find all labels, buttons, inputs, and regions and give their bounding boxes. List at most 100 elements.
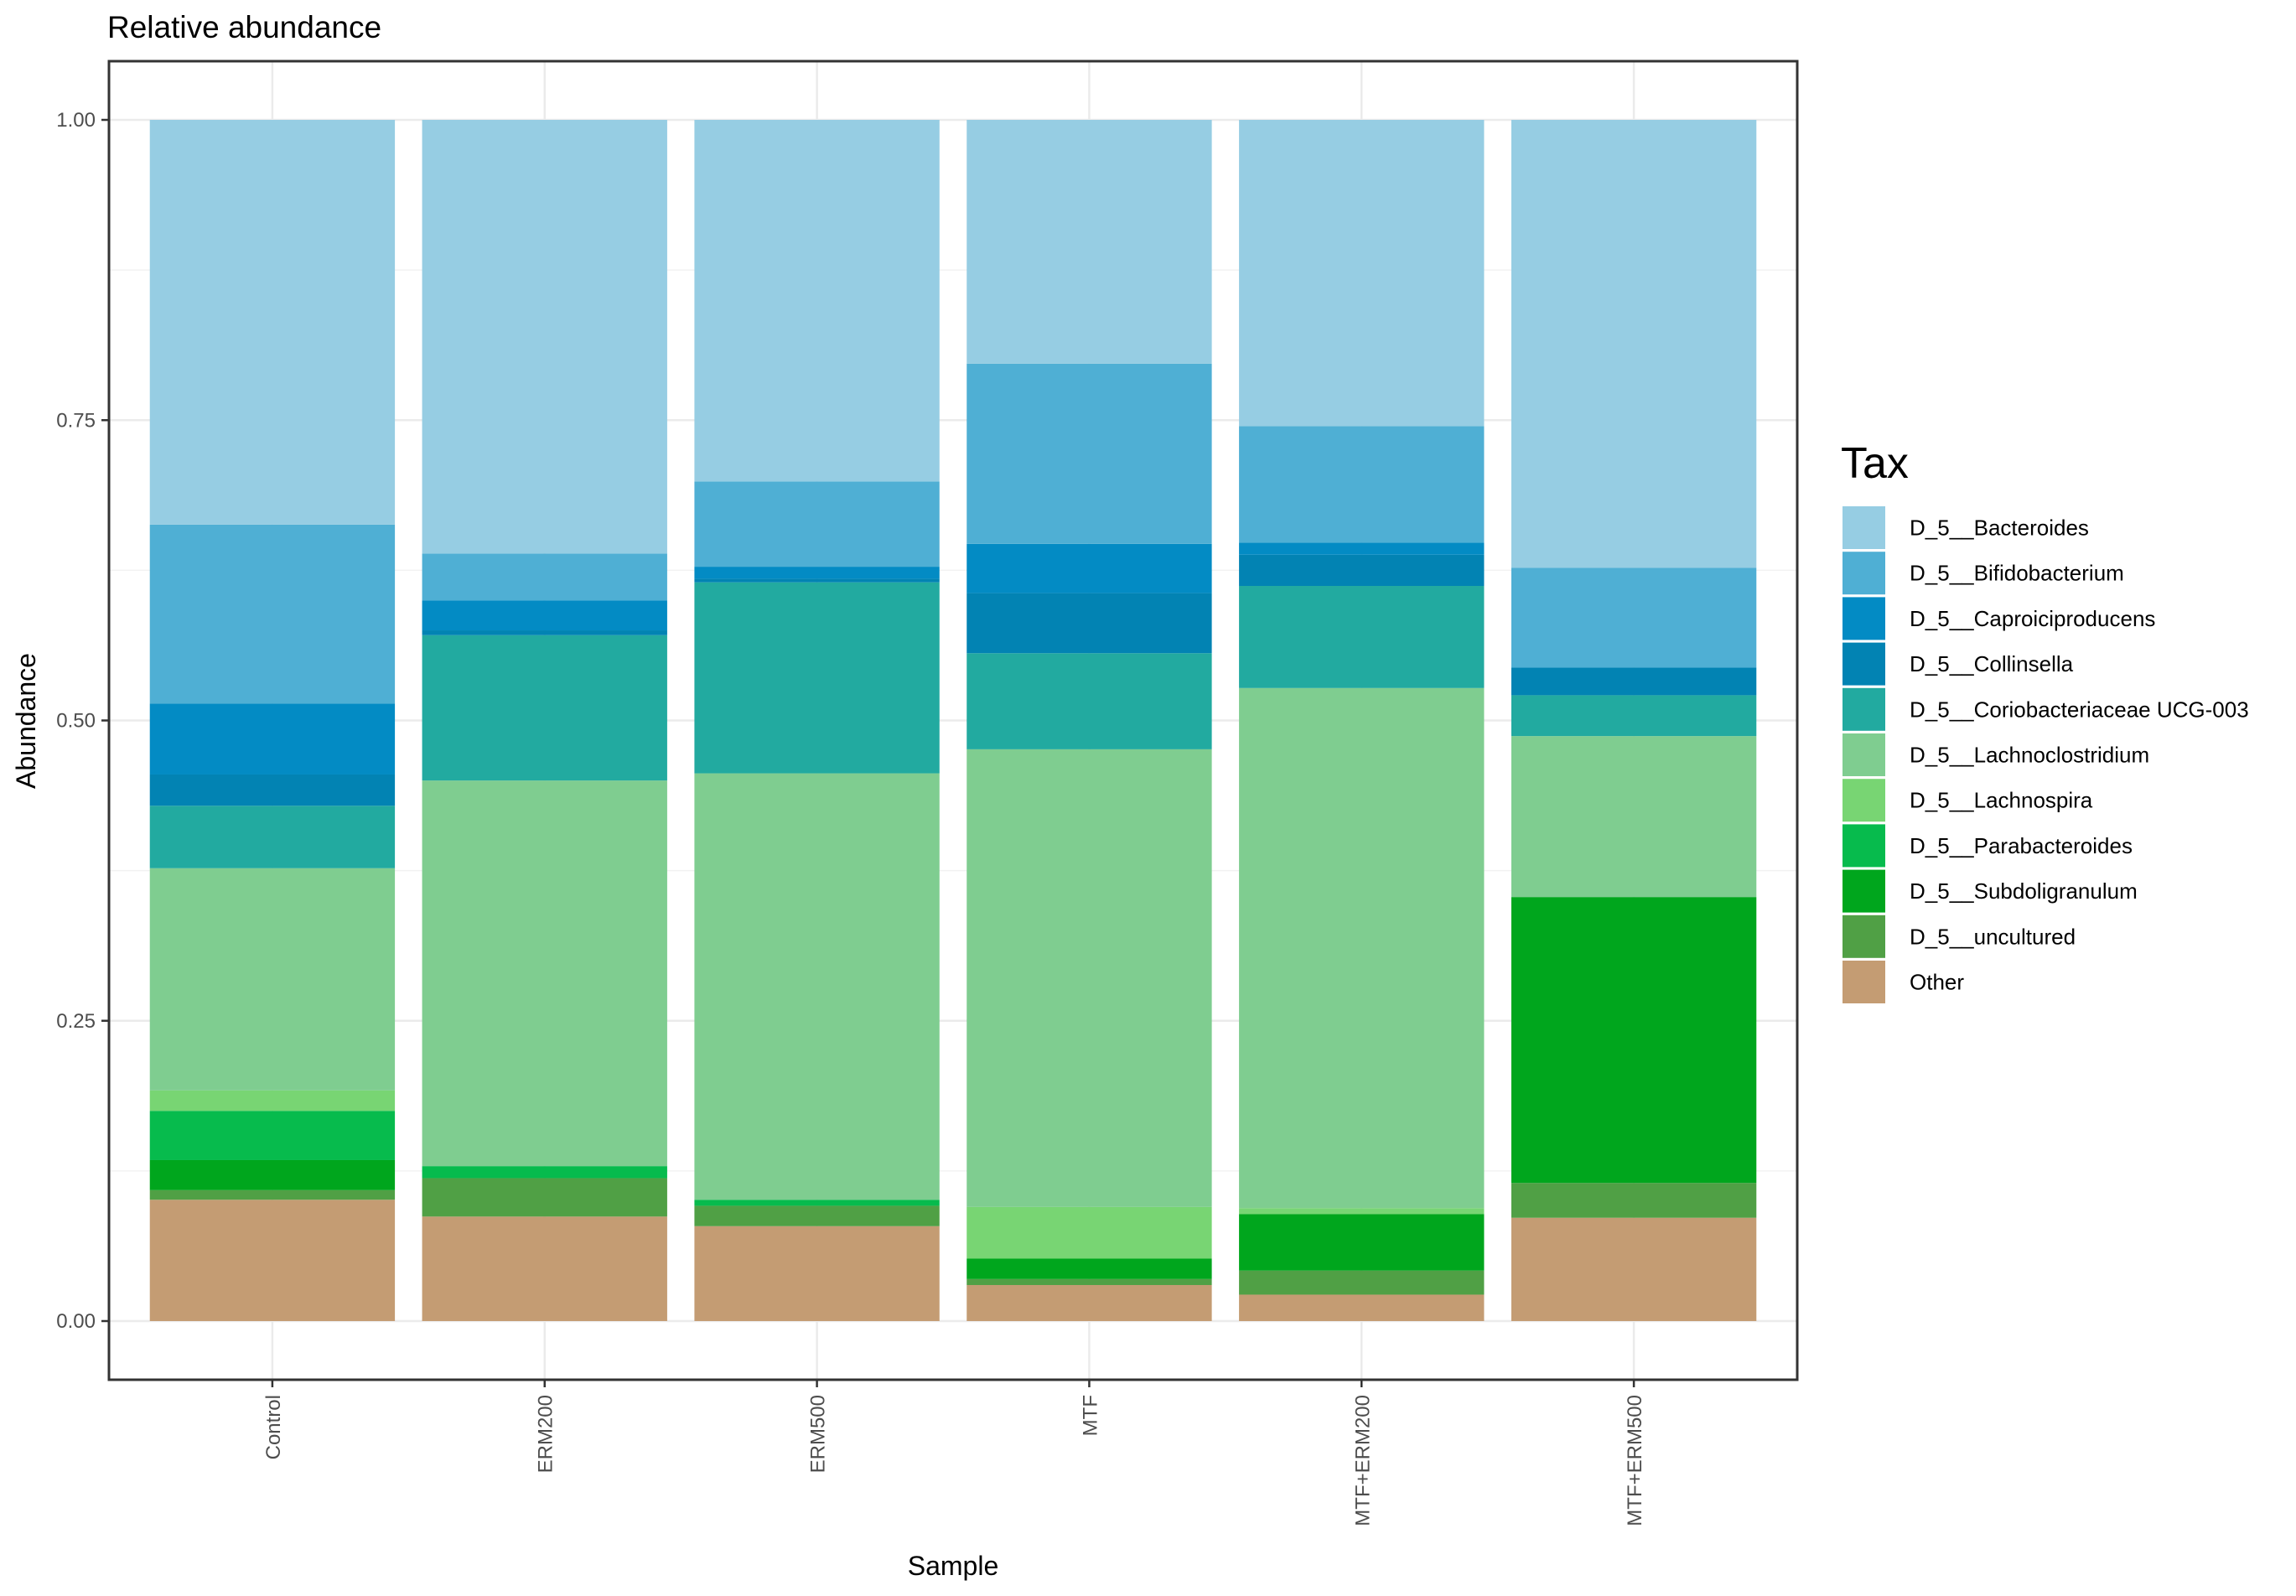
bar-stack-MTF+ERM500: Other: 0.086D_5__uncultured: 0.029D_5__S… xyxy=(1511,120,1757,1321)
bar-segment: Other: 0.087 xyxy=(422,1216,667,1321)
y-axis: 0.00 0.25 0.50 0.75 1.00 xyxy=(56,109,109,1333)
bar-segment: D_5__Collinsella: 0.026 xyxy=(1239,554,1485,587)
bar-segment: D_5__Lachnospira: 0.017 xyxy=(149,1090,396,1112)
bar-segment: D_5__uncultured: 0.005 xyxy=(967,1278,1212,1286)
bar-segment: D_5__Parabacteroides: 0.005 xyxy=(694,1200,940,1206)
bar-segment: D_5__Collinsella: 0.004 xyxy=(422,630,667,635)
plot-panel: Other: 0.101D_5__uncultured: 0.008D_5__S… xyxy=(107,60,1799,1381)
bar-segment: D_5__Subdoligranulum: 0.238 xyxy=(1511,897,1757,1184)
legend-label: D_5__Subdoligranulum xyxy=(1910,878,2138,904)
legend-label: D_5__Collinsella xyxy=(1910,651,2074,676)
bar-stack-ERM500: Other: 0.079D_5__uncultured: 0.017D_5__P… xyxy=(694,120,940,1321)
bar-segment: D_5__Bacteroides: 0.301 xyxy=(694,120,940,482)
x-tick-label: MTF xyxy=(1079,1395,1101,1436)
legend-label: Other xyxy=(1910,970,1964,995)
bar-segment: D_5__Subdoligranulum: 0.047 xyxy=(1239,1214,1485,1271)
bar-segment: D_5__uncultured: 0.008 xyxy=(149,1189,396,1200)
legend-label: D_5__Lachnospira xyxy=(1910,788,2093,813)
bar-segment: D_5__Bacteroides: 0.361 xyxy=(422,120,667,554)
bar-segment: D_5__Coriobacteriaceae UCG-003: 0.034 xyxy=(1511,695,1757,737)
legend-item: D_5__uncultured xyxy=(1843,915,2076,958)
bar-segment: D_5__Collinsella: 0.026 xyxy=(149,774,396,806)
bar-segment: D_5__Coriobacteriaceae UCG-003: 0.085 xyxy=(1239,586,1485,688)
legend-items: D_5__Bacteroides D_5__Bifidobacterium D_5_… xyxy=(1843,506,2249,1003)
legend: Tax D_5__Bacteroides D_5__Bifidobacterium… xyxy=(1841,439,2249,1003)
bar-segment: D_5__Coriobacteriaceae UCG-003: 0.121 xyxy=(422,635,667,781)
legend-label: D_5__Bacteroides xyxy=(1910,516,2089,541)
bar-segment: D_5__uncultured: 0.02 xyxy=(1239,1270,1485,1295)
legend-label: D_5__Caproiciproducens xyxy=(1910,606,2155,631)
legend-key xyxy=(1843,552,1885,595)
bar-segment: Other: 0.03 xyxy=(967,1285,1212,1321)
bar-segment: D_5__Bifidobacterium: 0.083 xyxy=(1511,567,1757,668)
y-axis-title: Abundance xyxy=(11,653,41,789)
bar-segment: Other: 0.086 xyxy=(1511,1217,1757,1321)
bar-segment: D_5__Bacteroides: 0.203 xyxy=(967,120,1212,364)
y-tick-label: 0.75 xyxy=(56,409,96,432)
bar-stack-ERM200: Other: 0.087D_5__uncultured: 0.032D_5__P… xyxy=(422,120,667,1321)
bar-segment: D_5__Bifidobacterium: 0.097 xyxy=(1239,426,1485,543)
legend-item: D_5__Bacteroides xyxy=(1843,506,2089,549)
x-tick-label: MTF+ERM500 xyxy=(1624,1395,1646,1526)
bar-segment: D_5__Subdoligranulum: 0.025 xyxy=(149,1159,396,1190)
legend-item: D_5__Subdoligranulum xyxy=(1843,869,2138,913)
bar-segment: D_5__Lachnospira: 0.005 xyxy=(1239,1208,1485,1215)
bar-segment: D_5__Caproiciproducens: 0.025 xyxy=(422,600,667,631)
bar-segment: D_5__Subdoligranulum: 0.017 xyxy=(967,1258,1212,1279)
bar-stack-Control: Other: 0.101D_5__uncultured: 0.008D_5__S… xyxy=(149,120,396,1321)
legend-key xyxy=(1843,597,1885,640)
y-tick-label: 1.00 xyxy=(56,109,96,132)
chart-title: Relative abundance xyxy=(107,10,381,44)
bar-stack-MTF+ERM200: Other: 0.022D_5__uncultured: 0.02D_5__Su… xyxy=(1239,120,1485,1321)
legend-item: D_5__Lachnospira xyxy=(1843,779,2093,822)
bar-segment: D_5__Bacteroides: 0.337 xyxy=(149,120,396,525)
y-tick-label: 0.50 xyxy=(56,710,96,733)
legend-item: D_5__Coriobacteriaceae UCG-003 xyxy=(1843,687,2249,731)
x-axis-title: Sample xyxy=(908,1551,999,1581)
bar-segment: D_5__Bifidobacterium: 0.039 xyxy=(422,553,667,601)
legend-key xyxy=(1843,779,1885,822)
bar-segment: D_5__Lachnospira: 0.043 xyxy=(967,1206,1212,1259)
legend-title: Tax xyxy=(1841,439,1909,488)
bar-segment: D_5__Lachnoclostridium: 0.321 xyxy=(422,780,667,1167)
legend-label: D_5__Lachnoclostridium xyxy=(1910,743,2149,768)
legend-label: D_5__Coriobacteriaceae UCG-003 xyxy=(1910,697,2249,722)
legend-key xyxy=(1843,961,1885,1003)
bar-segment: D_5__Collinsella: 0.05 xyxy=(967,593,1212,654)
legend-key xyxy=(1843,506,1885,549)
legend-key xyxy=(1843,824,1885,868)
bar-segment: D_5__Coriobacteriaceae UCG-003: 0.08 xyxy=(967,653,1212,749)
legend-label: D_5__Parabacteroides xyxy=(1910,833,2133,858)
bar-segment: D_5__Lachnoclostridium: 0.433 xyxy=(1239,687,1485,1209)
bar-segment: Other: 0.022 xyxy=(1239,1294,1485,1321)
bar-segment: D_5__Bacteroides: 0.255 xyxy=(1239,120,1485,427)
legend-item: Other xyxy=(1843,961,1964,1003)
bar-segment: D_5__uncultured: 0.032 xyxy=(422,1178,667,1217)
bar-segment: D_5__Caproiciproducens: 0.01 xyxy=(1239,542,1485,555)
bar-segment: D_5__Lachnoclostridium: 0.381 xyxy=(967,749,1212,1207)
bar-segment: Other: 0.101 xyxy=(149,1200,396,1321)
bar-segment: D_5__Bacteroides: 0.373 xyxy=(1511,120,1757,568)
bar-segment: D_5__uncultured: 0.029 xyxy=(1511,1183,1757,1218)
legend-item: D_5__Lachnoclostridium xyxy=(1843,733,2149,776)
bar-segment: D_5__Bifidobacterium: 0.071 xyxy=(694,481,940,567)
bar-segment: D_5__Coriobacteriaceae UCG-003: 0.052 xyxy=(149,806,396,868)
legend-key xyxy=(1843,687,1885,731)
y-tick-label: 0.25 xyxy=(56,1010,96,1033)
bars: Other: 0.101D_5__uncultured: 0.008D_5__S… xyxy=(149,120,1757,1321)
bar-segment: D_5__Lachnoclostridium: 0.355 xyxy=(694,773,940,1200)
bar-segment: D_5__Caproiciproducens: 0.01 xyxy=(694,567,940,579)
bar-segment: D_5__Bifidobacterium: 0.15 xyxy=(967,363,1212,544)
bar-segment: Other: 0.079 xyxy=(694,1226,940,1321)
x-axis: Control ERM200 ERM500 MTF MTF+ERM200 MTF+ERM5… xyxy=(262,1380,1646,1526)
bar-segment: D_5__uncultured: 0.017 xyxy=(694,1205,940,1226)
legend-key xyxy=(1843,869,1885,913)
legend-item: D_5__Bifidobacterium xyxy=(1843,552,2124,595)
bar-segment: D_5__Caproiciproducens: 0.059 xyxy=(149,703,396,775)
bar-segment: D_5__Coriobacteriaceae UCG-003: 0.159 xyxy=(694,582,940,774)
bar-segment: D_5__Bifidobacterium: 0.149 xyxy=(149,524,396,704)
bar-segment: D_5__Parabacteroides: 0.041 xyxy=(149,1111,396,1160)
x-tick-label: Control xyxy=(262,1395,285,1459)
bar-segment: D_5__Lachnoclostridium: 0.134 xyxy=(1511,736,1757,898)
bar-segment: D_5__Collinsella: 0.003 xyxy=(694,578,940,583)
